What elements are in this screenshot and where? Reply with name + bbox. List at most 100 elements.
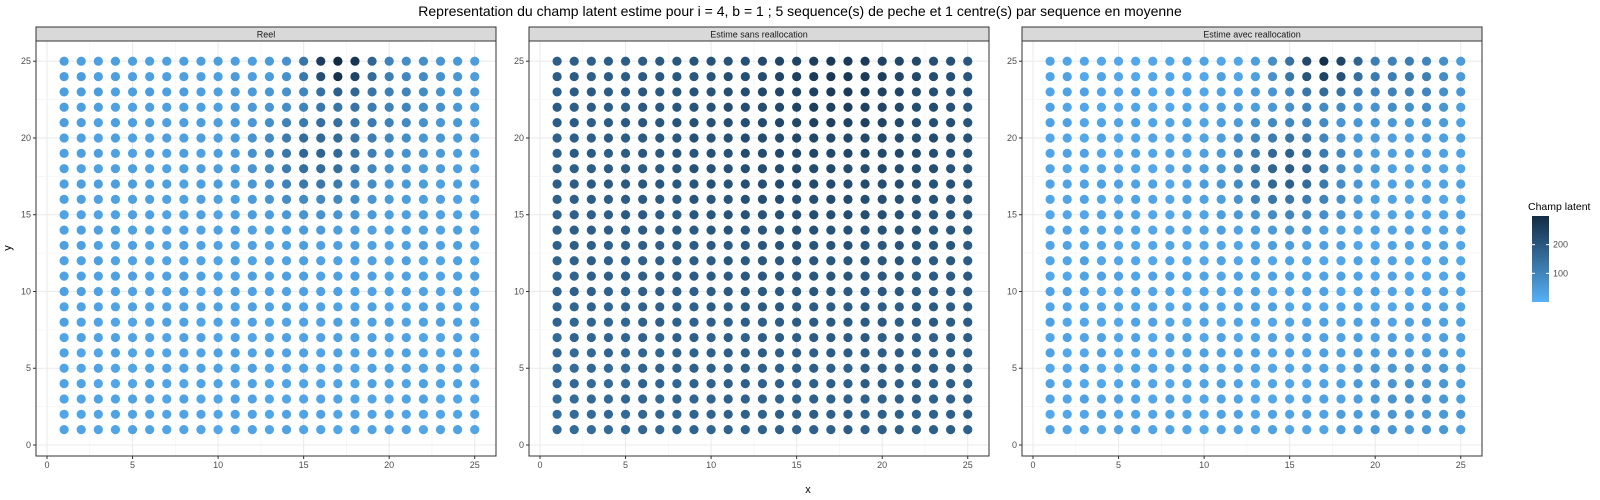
data-point [723,378,733,389]
x-tick-label: 5 [130,460,135,470]
data-point [552,286,562,297]
data-point [1045,332,1055,343]
data-point [1079,348,1089,358]
data-point [1267,210,1278,220]
data-point [1421,302,1432,312]
data-point [740,302,750,312]
data-point [470,133,480,143]
data-point [1233,409,1243,419]
data-point [757,56,768,66]
data-point [470,56,480,66]
data-point [1148,179,1158,189]
data-point [911,348,922,358]
data-point [774,317,785,327]
data-point [1370,332,1380,343]
data-point [1353,256,1363,266]
data-point [1182,332,1192,343]
data-point [1319,256,1329,266]
data-point [127,394,138,404]
data-point [809,225,819,235]
data-point [1387,164,1397,174]
data-point [1045,240,1055,251]
data-point [1319,271,1329,281]
data-point [401,87,411,97]
data-point [1267,271,1278,281]
data-point [877,302,887,312]
data-point [1302,71,1312,82]
data-point [774,194,785,204]
data-point [1404,378,1415,389]
data-point [843,164,853,174]
data-point [1285,271,1295,281]
data-point [894,102,904,112]
data-point [1199,179,1209,189]
data-point [552,348,562,358]
data-point [1096,286,1107,297]
data-point [230,133,240,143]
data-point [367,409,377,419]
data-point [1439,102,1449,112]
data-point [1387,332,1397,343]
data-point [1285,425,1295,435]
data-point [843,302,853,312]
data-point [1267,363,1278,373]
data-point [1336,210,1346,220]
data-point [620,102,631,112]
data-point [1336,363,1346,373]
data-point [1113,210,1124,220]
data-point [162,179,172,189]
data-point [1336,179,1346,189]
data-point [213,87,223,97]
y-tick-label: 5 [519,363,524,373]
data-point [826,164,836,174]
data-point [299,133,309,143]
data-point [809,164,819,174]
data-point [638,164,648,174]
data-point [1439,409,1449,419]
y-tick-label: 25 [1007,56,1017,66]
data-point [247,332,257,343]
data-point [689,378,699,389]
data-point [757,179,768,189]
data-point [1285,286,1295,297]
data-point [757,87,768,97]
data-point [860,378,870,389]
data-point [860,271,870,281]
data-point [638,71,648,82]
data-point [1319,240,1329,251]
data-point [247,102,257,112]
data-point [1233,394,1243,404]
data-point [213,317,223,327]
data-point [757,425,768,435]
data-point [1387,148,1397,158]
data-point [418,332,429,343]
data-point [706,394,716,404]
data-point [1353,394,1363,404]
data-point [1387,225,1397,235]
data-point [1062,179,1072,189]
data-point [1404,133,1415,143]
data-point [826,363,836,373]
data-point [1302,240,1312,251]
data-point [1062,363,1072,373]
data-point [435,271,446,281]
data-point [946,164,956,174]
data-point [110,348,121,358]
data-point [213,332,223,343]
data-point [93,302,103,312]
data-point [1456,194,1466,204]
data-point [418,240,429,251]
data-point [1302,409,1312,419]
data-point [1336,271,1346,281]
data-point [401,256,411,266]
data-point [350,179,360,189]
data-point [418,256,429,266]
data-point [723,332,733,343]
data-point [333,332,343,343]
data-point [860,286,870,297]
data-point [1421,56,1432,66]
data-point [552,225,562,235]
data-point [620,425,631,435]
data-point [1113,133,1124,143]
data-point [809,363,819,373]
